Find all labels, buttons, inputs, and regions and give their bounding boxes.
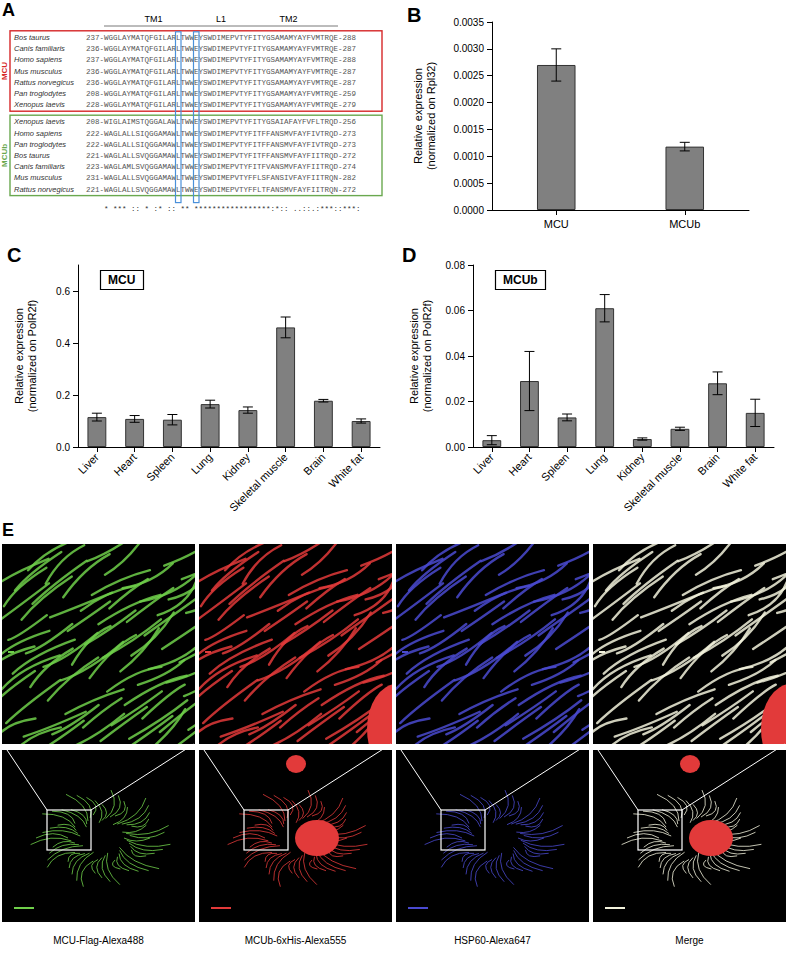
svg-text:Brain: Brain xyxy=(695,451,722,478)
svg-text:Liver: Liver xyxy=(471,451,497,477)
svg-text:Lung: Lung xyxy=(583,451,609,477)
svg-text:0.02: 0.02 xyxy=(446,396,466,407)
svg-text:TM1: TM1 xyxy=(145,14,163,24)
svg-text:A: A xyxy=(2,0,15,20)
svg-text:Xenopus laevis: Xenopus laevis xyxy=(13,117,65,126)
svg-text:0.0030: 0.0030 xyxy=(453,43,484,54)
svg-text:MCU: MCU xyxy=(544,218,569,230)
svg-text:Canis familiaris: Canis familiaris xyxy=(14,162,65,171)
svg-text:0.0015: 0.0015 xyxy=(453,124,484,135)
svg-text:Spleen: Spleen xyxy=(539,451,572,484)
svg-text:237-WGGLAYMATQFGILARLTWWEYSWDI: 237-WGGLAYMATQFGILARLTWWEYSWDIMEPVTYFITY… xyxy=(86,34,356,42)
svg-text:Rattus norvegicus: Rattus norvegicus xyxy=(14,185,74,194)
svg-text:Canis familiaris: Canis familiaris xyxy=(14,44,65,53)
svg-text:Heart: Heart xyxy=(506,451,533,478)
svg-text:(normalized on PolR2f): (normalized on PolR2f) xyxy=(26,300,38,413)
svg-text:Heart: Heart xyxy=(111,451,138,478)
svg-text:0.08: 0.08 xyxy=(446,260,466,271)
svg-text:Skeletal muscle: Skeletal muscle xyxy=(621,451,684,514)
svg-text:White fat: White fat xyxy=(326,451,365,490)
svg-text:(normalized on Rpl32): (normalized on Rpl32) xyxy=(425,62,437,170)
svg-text:D: D xyxy=(402,244,416,266)
svg-text:Kidney: Kidney xyxy=(614,450,647,483)
svg-text:Kidney: Kidney xyxy=(220,450,253,483)
svg-text:* *** :: * :* :: ** *********: * *** :: * :* :: ** *****************:*:… xyxy=(104,205,361,213)
svg-text:(normalized on PolR2f): (normalized on PolR2f) xyxy=(421,300,433,413)
svg-text:E: E xyxy=(2,520,14,540)
svg-text:0.2: 0.2 xyxy=(56,390,70,401)
svg-text:Lung: Lung xyxy=(189,451,215,477)
svg-text:208-WIGLAIMSTQGGALAWLTWWEYSWDI: 208-WIGLAIMSTQGGALAWLTWWEYSWDIMEPVTYFITY… xyxy=(86,118,357,126)
svg-text:221-WAGLALLSVQGGAMAWLTWWEYSWDI: 221-WAGLALLSVQGGAMAWLTWWEYSWDIMEPVTYFFLT… xyxy=(86,186,356,194)
svg-text:Relative expression: Relative expression xyxy=(412,68,424,164)
svg-text:MCU: MCU xyxy=(0,62,9,80)
svg-text:0.04: 0.04 xyxy=(446,351,466,362)
svg-text:222-WAGLALLSIQGGAMAWLTWWEYSWDI: 222-WAGLALLSIQGGAMAWLTWWEYSWDIMEPVTYFITF… xyxy=(86,141,357,149)
svg-text:MCU-Flag-Alexa488: MCU-Flag-Alexa488 xyxy=(53,935,144,946)
svg-text:236-WGGLAYMATQFGILARLTWWEYSWDI: 236-WGGLAYMATQFGILARLTWWEYSWDIMEPVTYFITY… xyxy=(86,68,356,76)
svg-text:228-WGGLAYMATQFGILARLTWWEYSWDI: 228-WGGLAYMATQFGILARLTWWEYSWDIMEPVTYFITY… xyxy=(86,101,356,109)
svg-text:Pan troglodytes: Pan troglodytes xyxy=(14,89,66,98)
svg-text:C: C xyxy=(7,244,21,266)
svg-text:Xenopus laevis: Xenopus laevis xyxy=(13,100,65,109)
svg-text:Mus musculus: Mus musculus xyxy=(14,173,62,182)
svg-text:L1: L1 xyxy=(216,14,226,24)
svg-text:Spleen: Spleen xyxy=(144,451,177,484)
svg-text:Pan troglodytes: Pan troglodytes xyxy=(14,140,66,149)
svg-text:0.0020: 0.0020 xyxy=(453,97,484,108)
svg-text:0.0005: 0.0005 xyxy=(453,178,484,189)
svg-text:MCUb: MCUb xyxy=(503,273,538,287)
svg-text:236-WGGLAYMATQFGILARLTWWEYSWDI: 236-WGGLAYMATQFGILARLTWWEYSWDIMEPVTYFITY… xyxy=(86,79,356,87)
svg-text:Mus musculus: Mus musculus xyxy=(14,67,62,76)
svg-text:MCU: MCU xyxy=(108,273,135,287)
svg-text:Rattus norvegicus: Rattus norvegicus xyxy=(14,78,74,87)
svg-text:Relative expression: Relative expression xyxy=(13,308,25,404)
svg-text:0.00: 0.00 xyxy=(446,442,466,453)
svg-text:Relative expression: Relative expression xyxy=(408,308,420,404)
svg-text:MCUb: MCUb xyxy=(0,144,9,167)
svg-text:0.6: 0.6 xyxy=(56,286,70,297)
svg-text:Skeletal muscle: Skeletal muscle xyxy=(227,451,290,514)
svg-text:208-WGGLAYMATQFGILARLTWWEYSWDI: 208-WGGLAYMATQFGILARLTWWEYSWDIMEPVTYFITY… xyxy=(86,90,356,98)
svg-text:0.0000: 0.0000 xyxy=(453,205,484,216)
svg-text:222-WAGLALLSIQGGAMAWLTWWEYSWDI: 222-WAGLALLSIQGGAMAWLTWWEYSWDIMEPVTYFITF… xyxy=(86,130,357,138)
svg-text:0.0010: 0.0010 xyxy=(453,151,484,162)
svg-text:Brain: Brain xyxy=(301,451,328,478)
svg-text:HSP60-Alexa647: HSP60-Alexa647 xyxy=(454,935,531,946)
svg-text:Liver: Liver xyxy=(76,451,102,477)
svg-text:0.0: 0.0 xyxy=(56,442,70,453)
svg-text:Merge: Merge xyxy=(675,935,704,946)
svg-text:0.0025: 0.0025 xyxy=(453,70,484,81)
svg-text:B: B xyxy=(407,4,421,26)
svg-text:237-WGGLAYMATQFGILARLTWWEYSWDI: 237-WGGLAYMATQFGILARLTWWEYSWDIMEPVTYFITY… xyxy=(86,56,356,64)
svg-text:Bos taurus: Bos taurus xyxy=(14,33,50,42)
svg-text:231-WAGLALLSVQGGAMAWLTWWEYSWDI: 231-WAGLALLSVQGGAMAWLTWWEYSWDIMEPVTYFFLS… xyxy=(86,174,356,182)
svg-text:236-WGGLAYMATQFGILARLTWWEYSWDI: 236-WGGLAYMATQFGILARLTWWEYSWDIMEPVTYFITY… xyxy=(86,45,356,53)
svg-text:Homo sapiens: Homo sapiens xyxy=(14,129,62,138)
svg-text:MCUb: MCUb xyxy=(669,218,700,230)
svg-text:White fat: White fat xyxy=(720,451,759,490)
svg-text:0.0035: 0.0035 xyxy=(453,17,484,28)
svg-text:0.4: 0.4 xyxy=(56,338,70,349)
svg-text:Bos taurus: Bos taurus xyxy=(14,151,50,160)
svg-text:223-WAGLAMLSVQGGAMAWLTWWEYSWDI: 223-WAGLAMLSVQGGAMAWLTWWEYSWDIMEPVTYFITF… xyxy=(86,163,357,171)
svg-text:221-WAGLALLSVQGGAMAWLTWWEYSWDI: 221-WAGLALLSVQGGAMAWLTWWEYSWDIMEPVTYFITF… xyxy=(86,152,356,160)
svg-text:0.06: 0.06 xyxy=(446,305,466,316)
svg-text:TM2: TM2 xyxy=(280,14,298,24)
svg-text:MCUb-6xHis-Alexa555: MCUb-6xHis-Alexa555 xyxy=(245,935,347,946)
svg-text:Homo sapiens: Homo sapiens xyxy=(14,55,62,64)
